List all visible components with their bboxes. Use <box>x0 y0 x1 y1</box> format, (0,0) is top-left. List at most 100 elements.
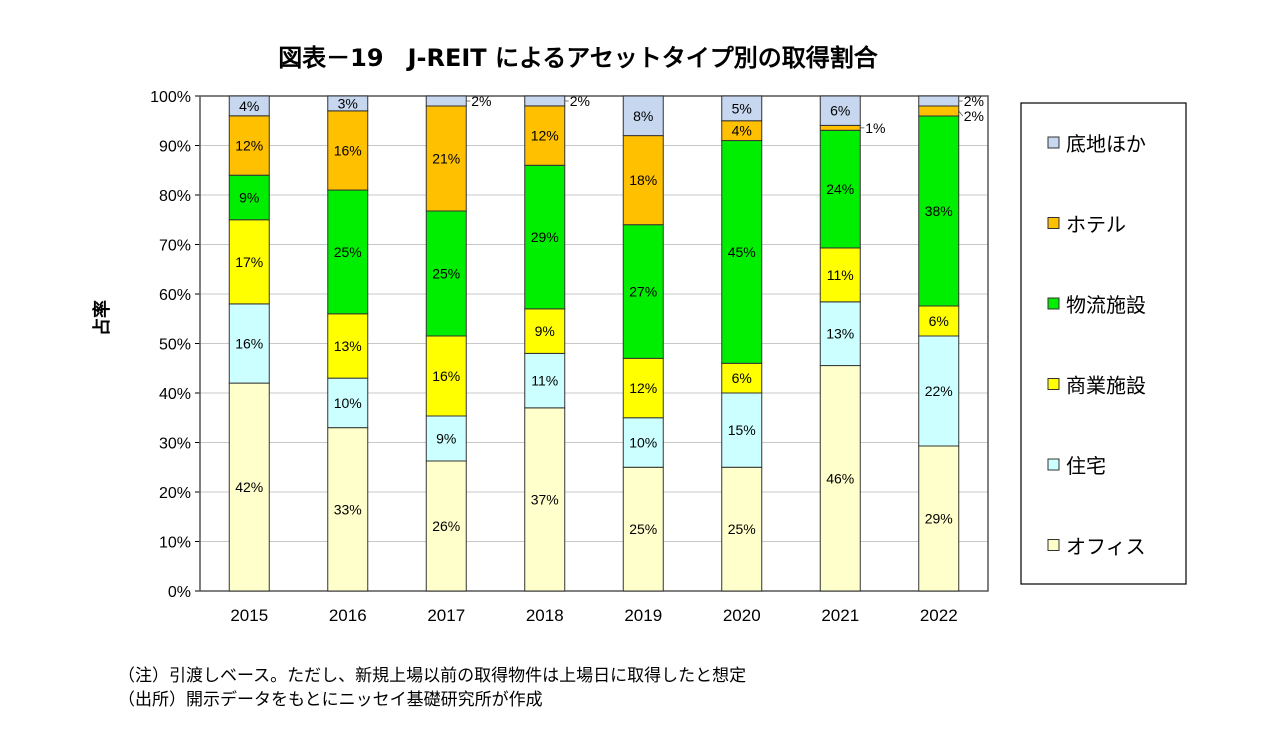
x-tick-label: 2015 <box>230 606 268 625</box>
plot-area <box>199 95 989 592</box>
bar-segment <box>622 135 664 226</box>
bar-segment <box>425 210 467 337</box>
data-label: 38% <box>925 203 953 219</box>
bar-segment <box>819 95 861 126</box>
bar-segment <box>721 140 763 364</box>
data-label: 12% <box>629 380 657 396</box>
data-label: 4% <box>732 123 752 139</box>
bar-segment <box>819 124 861 131</box>
data-label: 24% <box>826 181 854 197</box>
bar-segment <box>721 95 763 122</box>
bar-segment <box>524 95 566 107</box>
y-tick-label: 50% <box>159 337 191 354</box>
legend-swatch <box>1047 297 1060 310</box>
data-label: 10% <box>629 435 657 451</box>
data-label: 8% <box>633 108 653 124</box>
x-tick-label: 2019 <box>624 606 662 625</box>
bar-segment <box>918 335 960 447</box>
bar-segment <box>524 164 566 310</box>
bar-segment <box>425 335 467 417</box>
bar-segment <box>819 365 861 592</box>
data-label: 15% <box>728 422 756 438</box>
legend-swatch <box>1047 136 1060 149</box>
bar-segment <box>622 224 664 359</box>
data-label: 5% <box>732 100 752 116</box>
chart-title: 図表－19 J-REIT によるアセットタイプ別の取得割合 <box>278 44 878 72</box>
bar-segment <box>918 445 960 592</box>
legend-swatch <box>1047 217 1060 229</box>
data-label: 26% <box>432 518 460 534</box>
data-label: 25% <box>629 521 657 537</box>
y-tick-label: 10% <box>159 535 191 552</box>
data-label: 12% <box>531 128 559 144</box>
bar-segment <box>524 407 566 592</box>
data-label: 4% <box>239 98 259 114</box>
legend-swatch <box>1047 539 1060 551</box>
data-label: 2% <box>964 93 984 109</box>
data-label: 9% <box>535 323 555 339</box>
x-tick-label: 2022 <box>920 606 958 625</box>
legend <box>1020 102 1187 585</box>
data-label: 10% <box>334 395 362 411</box>
legend-label: 底地ほか <box>1066 132 1146 156</box>
data-label: 6% <box>732 370 752 386</box>
y-tick-label: 60% <box>159 287 191 304</box>
y-tick-label: 40% <box>159 386 191 403</box>
data-label-leader <box>958 110 964 117</box>
data-label: 27% <box>629 284 657 300</box>
bar-segment <box>622 95 664 137</box>
x-tick-label: 2018 <box>526 606 564 625</box>
bar-segment <box>622 417 664 468</box>
bar-segment <box>327 377 369 429</box>
legend-label: ホテル <box>1066 213 1126 237</box>
bar-segment <box>918 95 960 107</box>
bar-segment <box>228 382 270 592</box>
data-label: 16% <box>432 368 460 384</box>
data-label: 25% <box>432 266 460 282</box>
data-label: 12% <box>235 138 263 154</box>
data-label: 11% <box>531 373 558 389</box>
data-label: 42% <box>235 479 263 495</box>
footnote-note: （注）引渡しベース。ただし、新規上場以前の取得物件は上場日に取得したと想定 <box>118 666 747 686</box>
bar-segment <box>327 313 369 379</box>
bar-segment <box>425 95 467 107</box>
data-label: 37% <box>531 491 559 507</box>
data-label: 21% <box>432 151 460 167</box>
data-label: 45% <box>728 244 756 260</box>
bar-segment <box>721 466 763 592</box>
bar-segment <box>228 115 270 176</box>
bar-segment <box>425 415 467 462</box>
data-label: 16% <box>235 336 263 352</box>
data-label: 25% <box>728 521 756 537</box>
data-label: 18% <box>629 172 657 188</box>
y-tick-label: 90% <box>159 139 191 156</box>
bar-segment <box>524 105 566 166</box>
x-tick-label: 2020 <box>723 606 761 625</box>
data-label: 2% <box>964 108 984 124</box>
legend-swatch <box>1047 378 1060 390</box>
bar-segment <box>327 95 369 112</box>
data-label: 16% <box>334 142 362 158</box>
legend-label: 住宅 <box>1066 454 1106 478</box>
bar-segment <box>425 460 467 592</box>
legend-label: 物流施設 <box>1066 293 1146 317</box>
y-tick-label: 80% <box>159 188 191 205</box>
bar-segment <box>918 105 960 117</box>
x-tick-label: 2016 <box>329 606 367 625</box>
bar-segment <box>327 427 369 592</box>
data-label: 29% <box>531 229 559 245</box>
y-tick-label: 30% <box>159 436 191 453</box>
data-label: 29% <box>925 511 953 527</box>
data-label: 6% <box>830 103 850 119</box>
data-label: 13% <box>334 338 362 354</box>
x-tick-label: 2017 <box>427 606 465 625</box>
data-label: 33% <box>334 501 362 517</box>
bar-segment <box>228 95 270 117</box>
data-label: 17% <box>235 254 263 270</box>
data-label: 2% <box>471 93 491 109</box>
data-label: 13% <box>826 326 854 342</box>
bar-segment <box>228 303 270 384</box>
legend-label: オフィス <box>1066 535 1146 559</box>
data-label: 22% <box>925 383 953 399</box>
data-label: 1% <box>865 120 885 136</box>
